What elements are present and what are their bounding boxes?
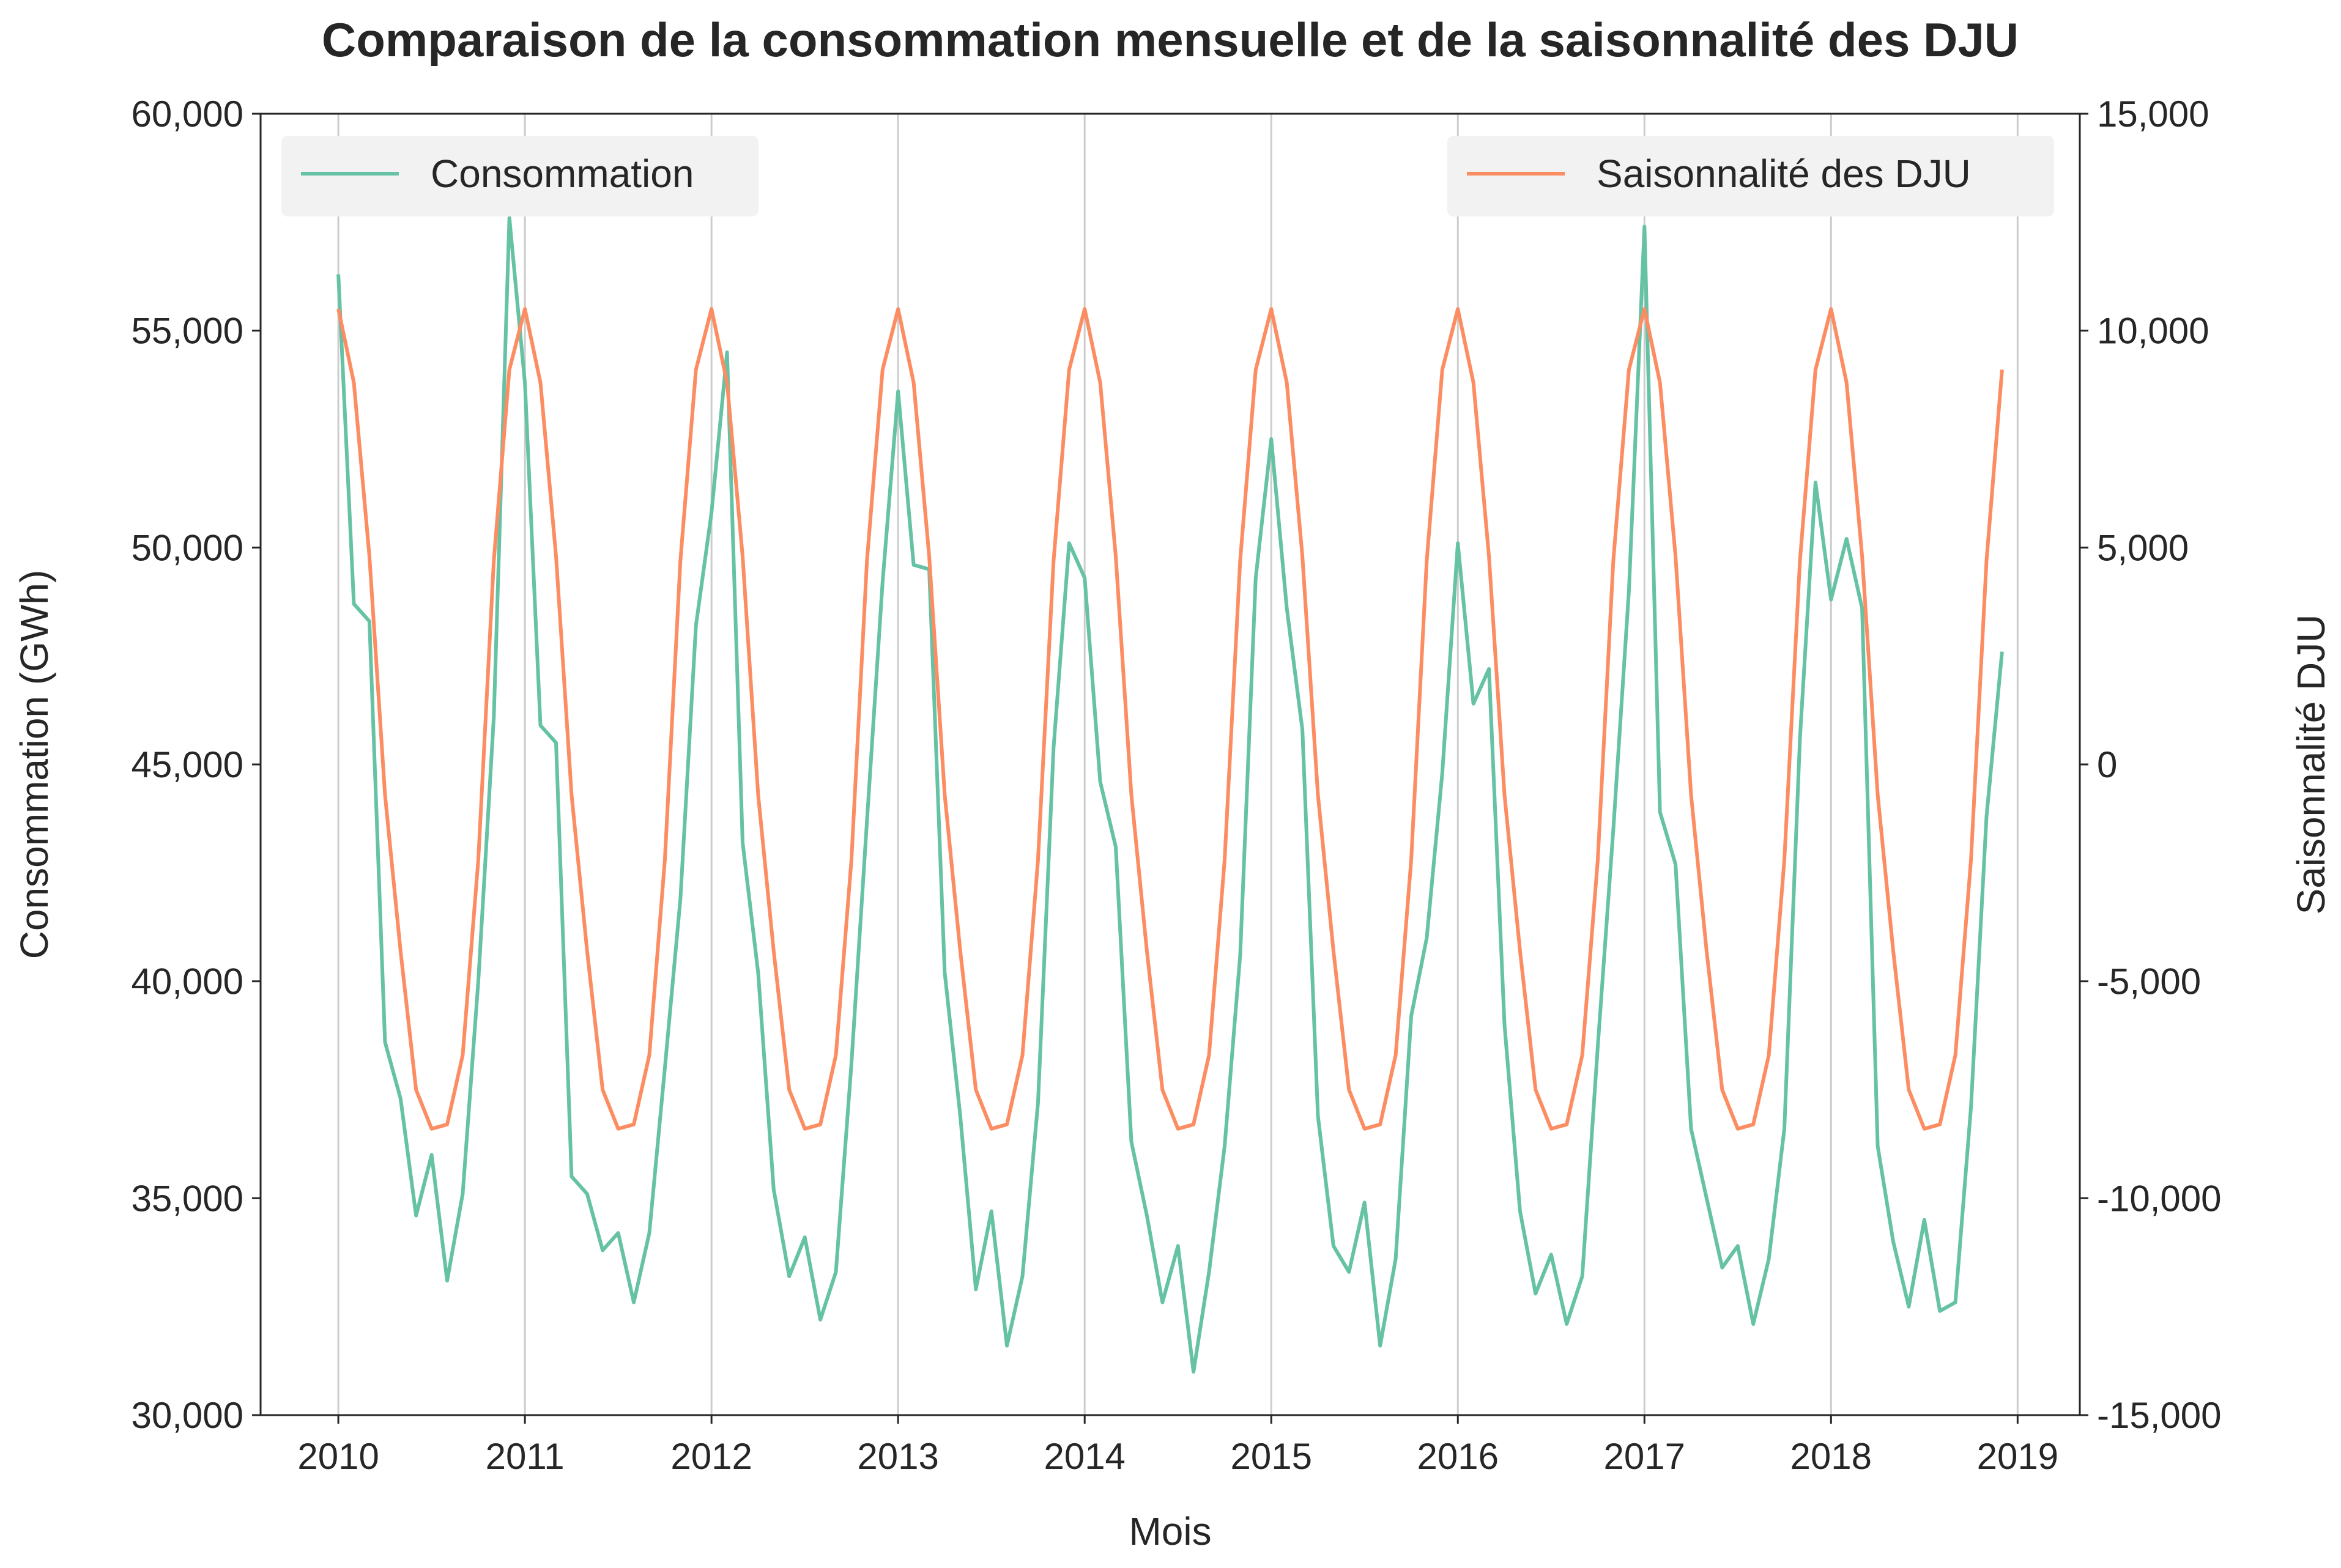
x-tick-label: 2017 bbox=[1604, 1436, 1685, 1477]
y-right-tick-labels: -15,000 -10,000 -5,000 0 5,000 10,000 15,000 bbox=[2097, 94, 2222, 1436]
y-left-tick-label: 30,000 bbox=[131, 1395, 243, 1436]
x-tick-label: 2016 bbox=[1417, 1436, 1499, 1477]
x-tick-label: 2015 bbox=[1230, 1436, 1311, 1477]
y-right-tick-label: 10,000 bbox=[2097, 311, 2209, 352]
series-consommation-line bbox=[336, 216, 2004, 1374]
y-right-axis-label: Saisonnalité DJU bbox=[2289, 615, 2333, 915]
legend-consumption-label: Consommation bbox=[431, 152, 694, 196]
x-tick-label: 2010 bbox=[297, 1436, 379, 1477]
series-dju-line bbox=[336, 307, 2004, 1131]
x-tick-labels: 2010 2011 2012 2013 2014 2015 2016 2017 2018 2019 bbox=[297, 1436, 2058, 1477]
y-right-tick-label: 0 bbox=[2097, 744, 2117, 785]
legend-dju-label: Saisonnalité des DJU bbox=[1597, 152, 1971, 196]
x-tick-label: 2011 bbox=[486, 1436, 565, 1477]
y-right-tick-label: -15,000 bbox=[2097, 1395, 2222, 1436]
x-axis-label: Mois bbox=[1129, 1509, 1211, 1553]
x-tick-label: 2012 bbox=[670, 1436, 752, 1477]
y-left-tick-label: 55,000 bbox=[131, 311, 243, 352]
y-left-tick-label: 35,000 bbox=[131, 1178, 243, 1219]
y-left-tick-label: 45,000 bbox=[131, 744, 243, 785]
legend-dju: Saisonnalité des DJU bbox=[1447, 136, 2054, 216]
plot-lines bbox=[336, 216, 2004, 1374]
x-tick-label: 2018 bbox=[1790, 1436, 1872, 1477]
y-left-tick-label: 40,000 bbox=[131, 961, 243, 1002]
y-right-tick-label: -5,000 bbox=[2097, 961, 2201, 1002]
x-tick-label: 2019 bbox=[1977, 1436, 2058, 1477]
gridlines bbox=[337, 114, 2019, 1415]
x-tick-label: 2014 bbox=[1044, 1436, 1125, 1477]
y-right-tick-label: 15,000 bbox=[2097, 94, 2209, 135]
y-left-tick-label: 50,000 bbox=[131, 527, 243, 568]
tick-marks bbox=[252, 113, 2088, 1424]
legend-consumption: Consommation bbox=[281, 136, 759, 216]
chart-title: Comparaison de la consommation mensuelle… bbox=[322, 13, 2019, 67]
x-tick-label: 2013 bbox=[857, 1436, 938, 1477]
y-left-tick-labels: 30,000 35,000 40,000 45,000 50,000 55,000 60,0… bbox=[131, 94, 243, 1436]
y-left-tick-label: 60,000 bbox=[131, 94, 243, 135]
y-right-tick-label: 5,000 bbox=[2097, 527, 2189, 568]
y-left-axis-label: Consommation (GWh) bbox=[12, 570, 56, 960]
y-right-tick-label: -10,000 bbox=[2097, 1178, 2222, 1219]
